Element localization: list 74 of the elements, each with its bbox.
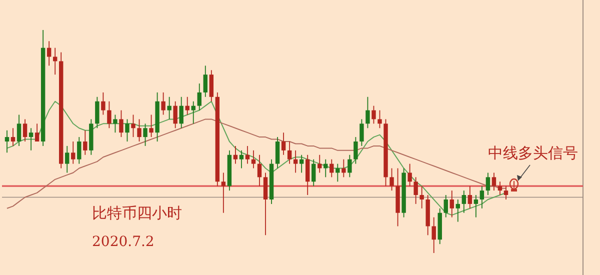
- candlestick: [34, 123, 40, 142]
- candlestick: [293, 150, 298, 174]
- candlestick: [197, 83, 202, 111]
- candlestick: [71, 141, 76, 164]
- candlestick: [462, 190, 466, 214]
- candlestick: [209, 70, 214, 102]
- candlestick: [137, 118, 142, 142]
- candlestick: [360, 118, 364, 146]
- candlestick: [245, 146, 250, 164]
- annotation: 2020.7.2: [92, 234, 154, 250]
- candlestick: [263, 172, 268, 236]
- candlestick: [179, 96, 184, 129]
- candlestick: [22, 118, 28, 142]
- candlestick: [468, 186, 472, 209]
- candlestick: [149, 114, 154, 138]
- candlestick: [77, 136, 82, 164]
- candlestick: [167, 96, 172, 120]
- annotation: 中线多头信号: [488, 144, 578, 162]
- candlestick: [65, 146, 70, 174]
- candlestick: [299, 154, 304, 174]
- candlestick: [330, 158, 334, 178]
- candlestick: [221, 172, 226, 214]
- candlestick: [131, 114, 136, 138]
- annotation: 比特币四小时: [92, 204, 182, 222]
- candlestick: [101, 92, 106, 116]
- candlestick: [444, 194, 448, 218]
- candlestick: [354, 136, 358, 164]
- candlestick: [492, 172, 496, 192]
- candlestick: [143, 123, 148, 146]
- candlestick: [324, 158, 328, 178]
- candlestick: [287, 141, 292, 164]
- candlestick: [281, 132, 286, 156]
- candlestick: [275, 136, 280, 169]
- candlestick: [480, 186, 484, 209]
- candlestick: [378, 110, 382, 129]
- candlestick: [233, 146, 238, 164]
- candlestick: [125, 118, 130, 142]
- candlestick: [474, 194, 478, 218]
- candlestick: [486, 172, 490, 196]
- candlestick: [348, 154, 352, 178]
- candlestick: [4, 130, 10, 154]
- candlestick: [16, 114, 22, 146]
- candlestick: [185, 96, 190, 116]
- candlestick: [113, 114, 118, 134]
- candlestick: [390, 168, 394, 192]
- candlestick: [119, 110, 124, 138]
- candlestick: [173, 100, 178, 129]
- candlestick: [312, 158, 316, 187]
- candlestick: [257, 154, 262, 187]
- candlestick: [366, 96, 370, 129]
- candlestick: [28, 128, 34, 151]
- candlestick: [191, 100, 196, 124]
- candlestick: [83, 130, 88, 156]
- candlestick: [336, 163, 340, 182]
- candlestick: [107, 100, 112, 129]
- candlestick: [420, 186, 424, 209]
- candlestick: [450, 190, 454, 218]
- candlestick: [342, 158, 346, 178]
- candlestick: [318, 154, 322, 174]
- candlestick: [239, 150, 244, 169]
- candlestick: [95, 96, 100, 129]
- candlestick: [498, 181, 502, 196]
- candlestick: [161, 92, 166, 116]
- candlestick: [10, 128, 16, 146]
- candlestick: [251, 150, 256, 169]
- candlestick: [414, 176, 418, 204]
- candlestick: [305, 154, 310, 196]
- candlestick: [504, 186, 508, 200]
- candlestick: [203, 65, 208, 98]
- candlestick: [456, 199, 460, 222]
- candlestick: [46, 40, 52, 66]
- candlestick: [408, 163, 412, 187]
- candlestick: [372, 105, 376, 124]
- candlestick: [432, 216, 436, 254]
